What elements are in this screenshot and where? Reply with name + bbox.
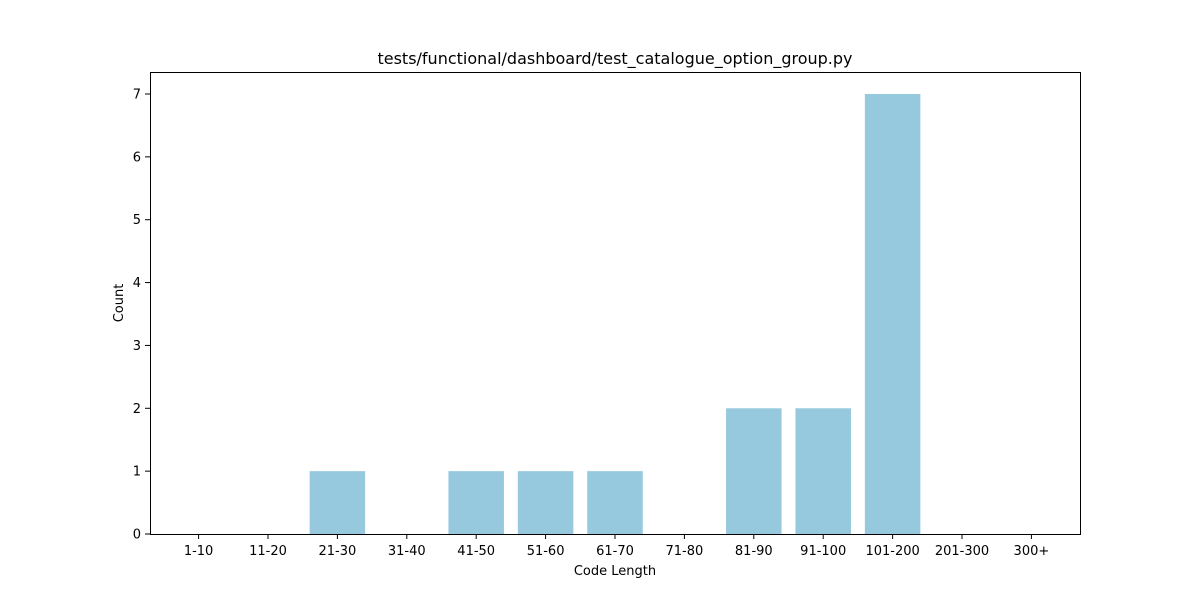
x-tick-label: 81-90 <box>735 544 773 559</box>
y-tick-label: 7 <box>133 88 141 103</box>
x-tick-label: 201-300 <box>935 544 989 559</box>
bar-51-60 <box>517 471 574 534</box>
bars-group <box>309 94 921 534</box>
bar-21-30 <box>309 471 366 534</box>
x-axis-label: Code Length <box>574 564 656 579</box>
bar-61-70 <box>587 471 643 534</box>
x-tick-label: 51-60 <box>527 544 565 559</box>
y-axis-label: Count <box>112 284 127 323</box>
y-tick-label: 5 <box>133 213 141 228</box>
bar-91-100 <box>795 408 851 534</box>
y-tick-label: 6 <box>133 150 141 165</box>
x-tick-label: 61-70 <box>596 544 634 559</box>
y-tick-label: 0 <box>133 528 141 543</box>
x-tick-label: 300+ <box>1014 544 1050 559</box>
plot-frame <box>150 72 1081 535</box>
x-tick-label: 101-200 <box>865 544 919 559</box>
x-tick-label: 11-20 <box>249 544 287 559</box>
x-tick-label: 71-80 <box>666 544 704 559</box>
y-tick-label: 4 <box>133 276 141 291</box>
y-axis: 0 1 2 3 4 5 6 7 <box>133 88 150 543</box>
y-tick-label: 3 <box>133 339 141 354</box>
bar-101-200 <box>864 94 921 534</box>
x-tick-label: 1-10 <box>184 544 214 559</box>
y-tick-label: 2 <box>133 402 141 417</box>
bar-81-90 <box>726 408 782 534</box>
x-axis: 1-10 11-20 21-30 31-40 41-50 51-60 61-70 71-80 8… <box>184 534 1049 559</box>
x-tick-label: 21-30 <box>318 544 356 559</box>
x-tick-label: 31-40 <box>388 544 426 559</box>
x-tick-label: 91-100 <box>800 544 846 559</box>
chart-title: tests/functional/dashboard/test_catalogu… <box>377 49 852 69</box>
y-tick-label: 1 <box>133 465 141 480</box>
bar-41-50 <box>448 471 504 534</box>
x-tick-label: 41-50 <box>457 544 495 559</box>
